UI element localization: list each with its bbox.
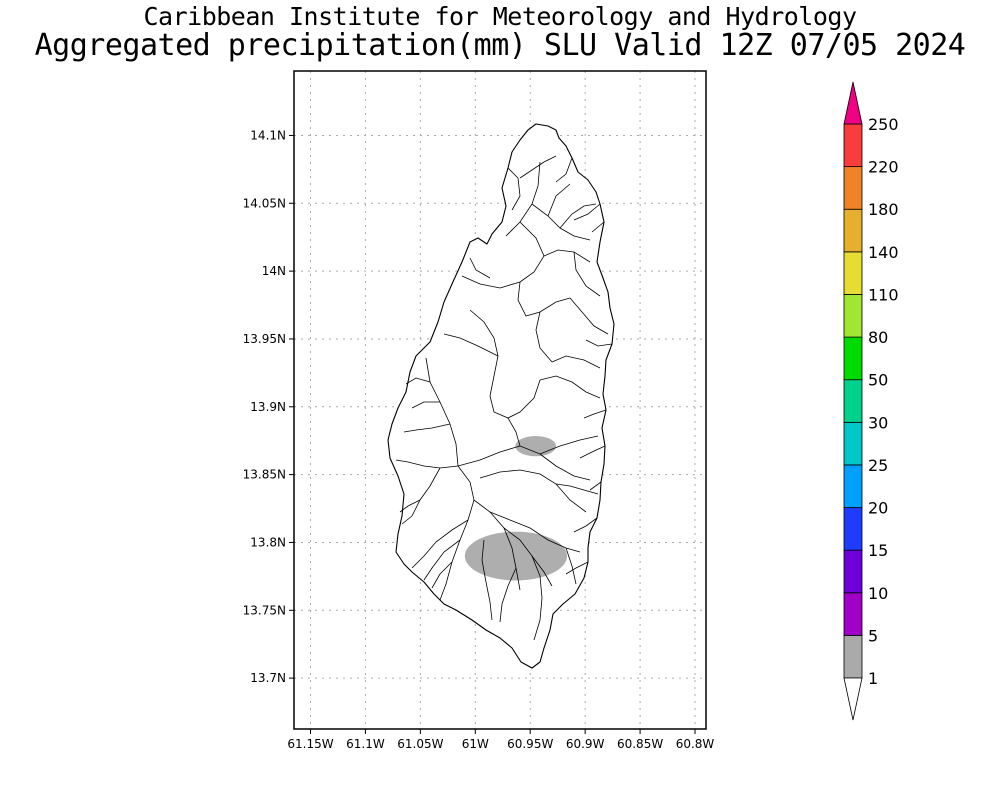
colorbar-segment — [843, 464, 863, 508]
chart-title-line1: Caribbean Institute for Meteorology and … — [143, 2, 857, 31]
lon-tick-label: 61.15W — [287, 737, 333, 751]
colorbar-over-triangle — [843, 81, 863, 125]
river-network — [395, 155, 613, 641]
colorbar-label: 10 — [868, 584, 888, 603]
colorbar-label: 220 — [868, 158, 899, 177]
lat-tick-label: 13.75N — [243, 603, 286, 617]
lon-tick-label: 60.95W — [507, 737, 553, 751]
precip-area — [464, 531, 568, 581]
map-frame — [293, 70, 707, 730]
lat-tick-label: 13.95N — [243, 332, 286, 346]
colorbar-label: 80 — [868, 328, 888, 347]
lat-tick-label: 13.85N — [243, 468, 286, 482]
lon-tick-label: 60.85W — [617, 737, 663, 751]
lat-tick-label: 13.8N — [250, 535, 286, 549]
colorbar-segment — [843, 251, 863, 295]
lat-tick-label: 14.05N — [243, 196, 286, 210]
colorbar-segment — [843, 166, 863, 210]
lat-tick-label: 13.9N — [250, 400, 286, 414]
colorbar-label: 110 — [868, 285, 899, 304]
lon-tick-label: 60.8W — [676, 737, 715, 751]
lat-tick-label: 14N — [262, 264, 286, 278]
saint-lucia-island-outline — [387, 123, 615, 669]
colorbar-label: 25 — [868, 456, 888, 475]
colorbar-segment — [843, 634, 863, 679]
longitude-axis: 61.15W 61.1W 61.05W 61W 60.95W 60.9W 60.85W 60.… — [287, 729, 714, 751]
chart-title-line2: Aggregated precipitation(mm) SLU Valid 1… — [34, 28, 966, 63]
colorbar-label: 1 — [868, 669, 878, 688]
colorbar-segment — [843, 507, 863, 551]
lon-tick-label: 61W — [462, 737, 489, 751]
colorbar-label: 5 — [868, 626, 878, 645]
lon-tick-label: 61.05W — [397, 737, 443, 751]
lon-tick-label: 61.1W — [346, 737, 385, 751]
lon-tick-label: 60.9W — [566, 737, 605, 751]
colorbar-label: 20 — [868, 499, 888, 518]
colorbar-label: 15 — [868, 541, 888, 560]
latitude-axis: 14.1N 14.05N 14N 13.95N 13.9N 13.85N 13.8N 13.7… — [243, 128, 294, 685]
colorbar-label: 30 — [868, 413, 888, 432]
colorbar-segment — [843, 123, 863, 168]
colorbar-segment — [843, 592, 863, 636]
lat-tick-label: 13.7N — [250, 671, 286, 685]
colorbar-segment — [843, 549, 863, 594]
colorbar-segment — [843, 208, 863, 253]
precip-area — [515, 435, 557, 457]
lat-tick-label: 14.1N — [250, 128, 286, 142]
colorbar-label: 180 — [868, 200, 899, 219]
colorbar-label: 50 — [868, 371, 888, 390]
colorbar-label: 140 — [868, 243, 899, 262]
colorbar-segment — [843, 421, 863, 466]
colorbar-under-triangle — [843, 677, 863, 721]
colorbar-segment — [843, 379, 863, 423]
colorbar-segment — [843, 294, 863, 338]
colorbar-label: 250 — [868, 115, 899, 134]
colorbar-segment — [843, 336, 863, 381]
